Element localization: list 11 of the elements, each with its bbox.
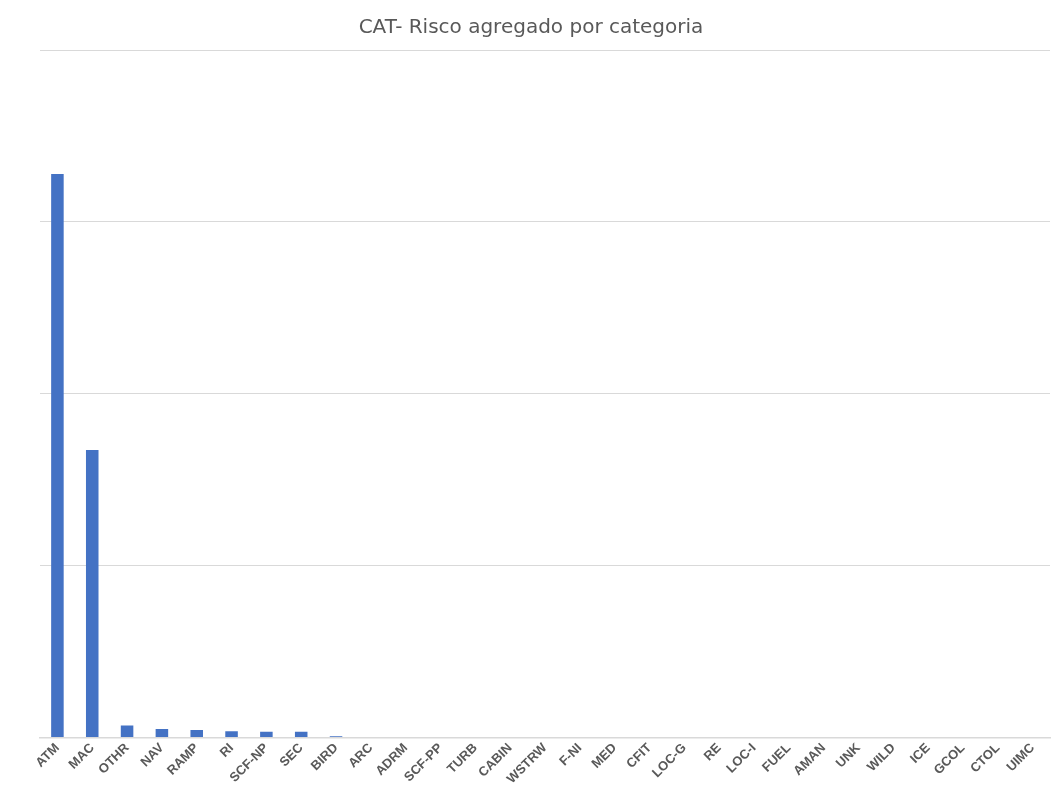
bar — [225, 731, 238, 737]
chart-title: CAT- Risco agregado por categoria — [357, 14, 705, 38]
bar — [190, 730, 203, 737]
bar — [85, 450, 99, 737]
bar — [260, 731, 273, 737]
bar — [294, 731, 308, 737]
x-tick-label: ICE — [906, 739, 933, 766]
bar — [51, 173, 64, 737]
bar — [120, 725, 134, 737]
x-tick-label: RE — [700, 739, 725, 764]
bar — [155, 728, 169, 737]
